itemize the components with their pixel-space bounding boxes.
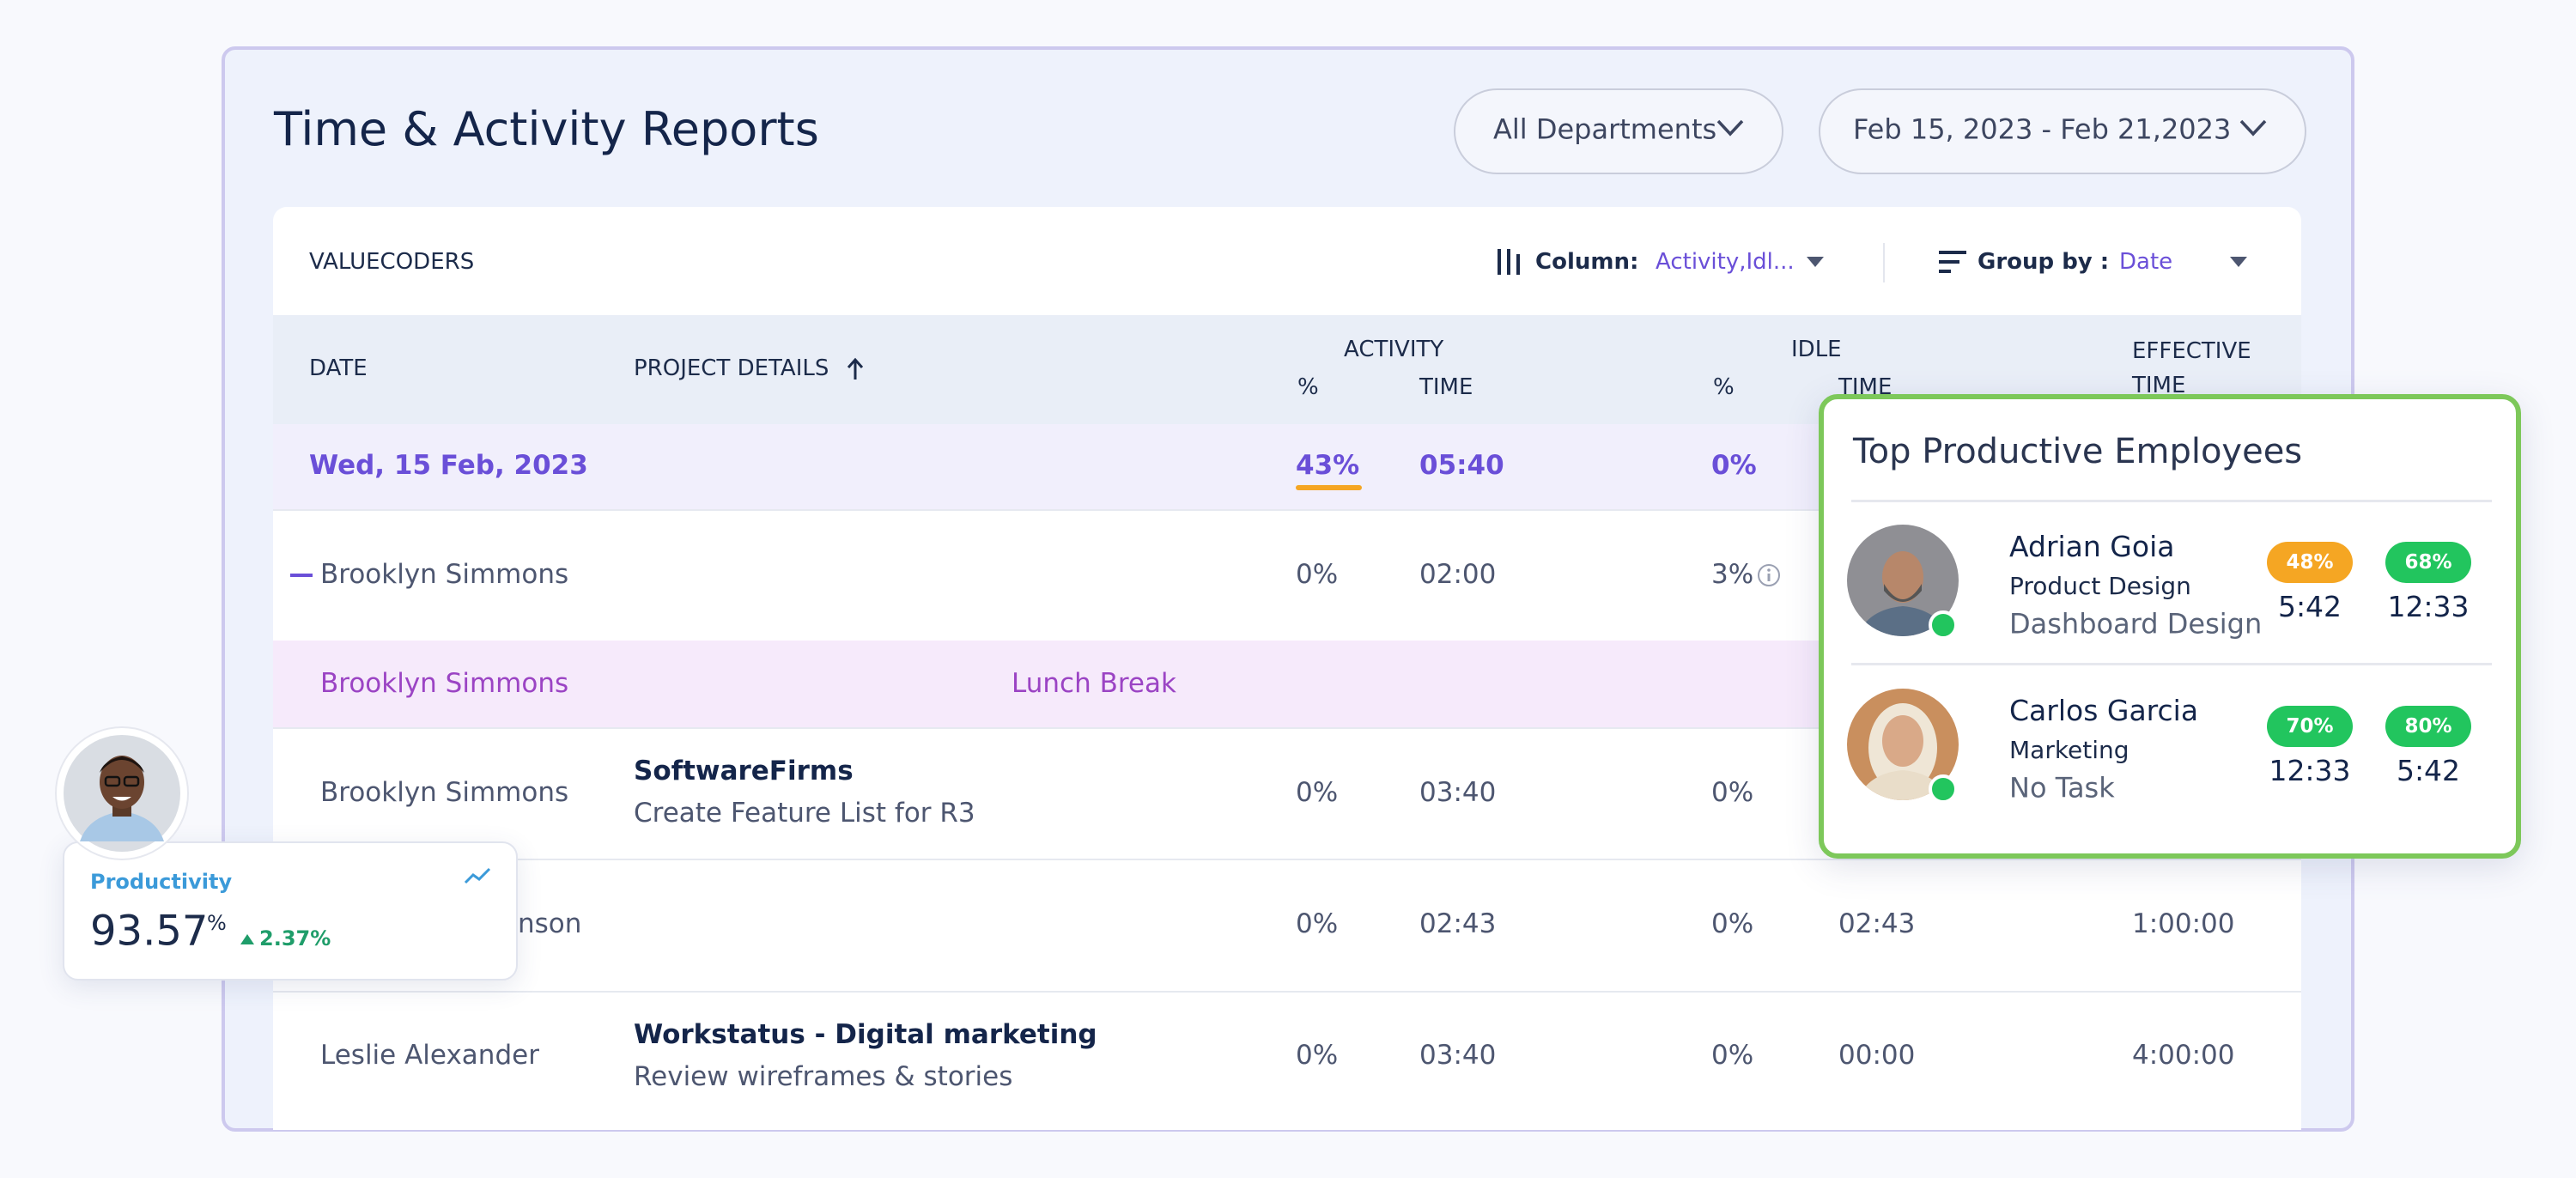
badge: 80% [2385,706,2471,747]
chevron [1716,119,1744,137]
task: Dashboard Design [2009,607,2263,641]
divider [1851,500,2492,502]
col-header: TIME [1419,374,1473,401]
name: Leslie Alexander [320,1040,539,1072]
row [273,859,2301,993]
project: Workstatus - Digital marketing [634,1019,1097,1051]
avatar [1847,525,1959,640]
time: 12:33 [2269,754,2351,788]
group-label: Group by : [1978,249,2110,276]
department-text: All Departments [1493,112,1717,146]
trend-icon [464,867,491,884]
name: Brooklyn Simmons [320,777,569,809]
activity-pct: 0% [1296,559,1339,591]
department: Product Design [2009,571,2191,600]
badge: 68% [2385,542,2471,583]
task: No Task [2009,771,2115,805]
col-header: ACTIVITY [1344,337,1444,363]
title: Time & Activity Reports [274,101,819,156]
task: Review wireframes & stories [634,1061,1013,1093]
activity-time: 02:43 [1419,908,1497,940]
effective: 4:00:00 [2132,1040,2235,1072]
productivity-label: Productivity [90,870,233,895]
group-idle-pct: 0% [1711,450,1757,482]
name: Brooklyn Simmons [320,559,569,591]
caret [1807,257,1824,267]
up-triangle [240,934,254,944]
productivity-unit: % [207,911,227,936]
activity-pct: 0% [1296,777,1339,809]
column-label: Column: [1535,249,1639,276]
time: 5:42 [2277,590,2342,624]
column-value[interactable]: Activity,Idl... [1656,249,1795,276]
activity-bar [1296,485,1362,490]
activity-pct: 0% [1296,1040,1339,1072]
date-text: Feb 15, 2023 - Feb 21,2023 [1853,112,2232,146]
card-title: Top Productive Employees [1853,432,2303,471]
date-filter[interactable] [1819,88,2306,174]
col-header: TIME [2132,373,2186,399]
avatar [55,726,189,860]
group-activity-pct: 43% [1296,450,1360,482]
time: 5:42 [2396,754,2461,788]
col-header: IDLE [1791,337,1842,363]
idle-pct: 0% [1711,908,1754,940]
employee-name: Adrian Goia [2009,530,2175,564]
divider [1851,663,2492,665]
badge: 70% [2267,706,2353,747]
row [273,991,2301,1130]
group-value[interactable]: Date [2119,249,2173,276]
activity-pct: 0% [1296,908,1339,940]
idle-pct: 3% [1711,559,1754,591]
avatar [1847,689,1959,804]
group-icon [1939,251,1966,273]
employee-name: Carlos Garcia [2009,694,2199,728]
column-icon [1498,249,1520,275]
idle-time: 00:00 [1838,1040,1916,1072]
idle-time: 02:43 [1838,908,1916,940]
task: Create Feature List for R3 [634,798,975,829]
note: Lunch Break [1012,668,1176,700]
activity-time: 03:40 [1419,777,1497,809]
activity-time: 03:40 [1419,1040,1497,1072]
productivity-card [63,841,518,981]
divider [1883,243,1885,282]
time: 12:33 [2387,590,2470,624]
group-activity-time: 05:40 [1419,450,1504,482]
name: Brooklyn Simmons [320,668,569,700]
info-icon[interactable] [1757,563,1781,587]
col-header: DATE [309,355,368,382]
group-date: Wed, 15 Feb, 2023 [309,450,588,482]
company: VALUECODERS [309,249,475,276]
chevron [2239,119,2267,137]
col-header: % [1713,374,1735,401]
productivity-value: 93.57 [90,907,209,956]
col-header[interactable]: PROJECT DETAILS [634,355,829,382]
idle-pct: 0% [1711,1040,1754,1072]
activity-time: 02:00 [1419,559,1497,591]
productivity-change: 2.37% [259,926,331,951]
effective: 1:00:00 [2132,908,2235,940]
col-header: % [1297,374,1319,401]
badge: 48% [2267,542,2353,583]
collapse-dash[interactable] [290,574,313,577]
idle-pct: 0% [1711,777,1754,809]
name: nson [518,908,582,940]
sort-arrow [847,357,864,380]
col-header: EFFECTIVE [2132,338,2251,365]
department: Marketing [2009,735,2129,764]
row [273,727,2301,860]
project: SoftwareFirms [634,756,854,787]
caret [2230,257,2247,267]
